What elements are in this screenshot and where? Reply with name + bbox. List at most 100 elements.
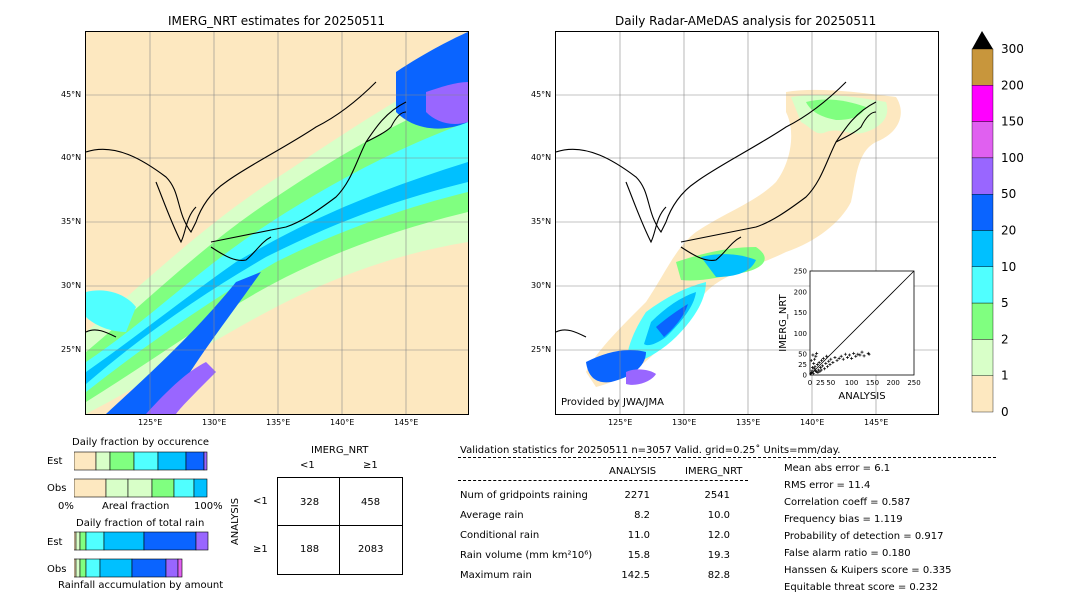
scatter-point (820, 364, 824, 368)
colorbar-extend-arrow (972, 31, 993, 49)
scatter-point (812, 361, 816, 365)
validation-row-imerg: 19.3 (707, 550, 730, 561)
scatter-point (825, 365, 829, 369)
colorbar-band (971, 339, 994, 376)
scatter-point (852, 351, 856, 355)
validation-header: Validation statistics for 20250511 n=305… (460, 445, 841, 456)
scatter-point (818, 366, 822, 370)
occurrence-est-seg (95, 451, 111, 471)
contingency-cell: 328 (300, 497, 320, 508)
scatter-point (811, 353, 815, 357)
contingency-cell: 188 (300, 544, 320, 555)
scatter-point (816, 371, 820, 375)
scatter-x-tick: 100 (845, 379, 858, 387)
right-map-precip (556, 32, 938, 414)
total-rain-obs-seg (75, 558, 81, 578)
total-rain-bars (74, 531, 209, 578)
scatter-point (810, 371, 814, 375)
total-rain-title: Daily fraction of total rain (76, 518, 205, 529)
scatter-diagonal (809, 270, 915, 376)
total-rain-obs-seg (177, 558, 183, 578)
scatter-point (841, 357, 845, 361)
occurrence-title: Daily fraction by occurence (72, 437, 210, 448)
scatter-point (831, 361, 835, 365)
validation-row-analysis: 2271 (624, 490, 650, 501)
scatter-y-tick: 150 (794, 309, 807, 317)
score-line: Frequency bias = 1.119 (784, 514, 903, 525)
scatter-point (862, 354, 866, 358)
colorbar-band (971, 157, 994, 195)
total-rain-axis-label: Rainfall accumulation by amount (58, 580, 224, 591)
scatter-point (816, 368, 820, 372)
score-line: Hanssen & Kuipers score = 0.335 (784, 565, 952, 576)
occurrence-bars (74, 451, 208, 498)
scatter-point (823, 367, 827, 371)
right-lon-label-130: 130°E (672, 418, 697, 427)
score-line: Probability of detection = 0.917 (784, 531, 944, 542)
right-lat-label-45: 45°N (531, 90, 552, 99)
total-rain-obs-seg (74, 558, 77, 578)
validation-row-imerg: 2541 (704, 490, 730, 501)
scatter-point (813, 357, 817, 361)
total-rain-obs-seg (131, 558, 167, 578)
scatter-point (810, 369, 814, 373)
total-rain-est-seg (143, 531, 197, 551)
colorbar-band (971, 85, 994, 122)
left-map-title: IMERG_NRT estimates for 20250511 (168, 14, 385, 28)
scatter-point (817, 361, 821, 365)
colorbar-tick-label: 2 (1001, 332, 1009, 346)
right-map (555, 31, 939, 415)
contingency-cell: 458 (361, 497, 381, 508)
contingency-col-label-ge1: ≥1 (363, 460, 378, 471)
total-rain-obs-seg (85, 558, 101, 578)
scatter-x-tick: 25 (816, 379, 825, 387)
scatter-point (833, 356, 837, 360)
scatter-point (854, 354, 858, 358)
left-map-precip (86, 32, 468, 414)
total-rain-obs-label: Obs (47, 564, 67, 575)
total-rain-est-seg (79, 531, 87, 551)
left-lon-label-140: 140°E (330, 418, 355, 427)
colorbar-tick-label: 10 (1001, 260, 1016, 274)
scatter-point (850, 356, 854, 360)
occurrence-axis-left: 0% (58, 501, 74, 512)
scatter-point (839, 354, 843, 358)
right-lon-label-140: 140°E (800, 418, 825, 427)
colorbar-tick-label: 5 (1001, 296, 1009, 310)
scatter-point (815, 363, 819, 367)
scatter-x-tick: 50 (826, 379, 835, 387)
right-lon-label-135: 135°E (736, 418, 761, 427)
colorbar-tick-label: 200 (1001, 78, 1024, 92)
left-lon-label-125: 125°E (138, 418, 163, 427)
occurrence-obs-seg (151, 478, 175, 498)
occurrence-est-label: Est (47, 456, 63, 467)
colorbar-band (971, 302, 994, 340)
validation-row-label: Average rain (460, 510, 524, 521)
total-rain-obs-seg (79, 558, 87, 578)
colorbar-tick-label: 50 (1001, 187, 1016, 201)
contingency-table: 328 458 188 2083 (277, 477, 403, 575)
map-credit: Provided by JWA/JMA (561, 397, 664, 408)
score-line: Mean abs error = 6.1 (784, 463, 891, 474)
left-lat-label-25: 25°N (61, 345, 82, 354)
occurrence-obs-seg (127, 478, 153, 498)
validation-subdivider (458, 480, 748, 481)
colorbar-tick-label: 0 (1001, 405, 1009, 419)
scatter-y-tick: 0 (803, 372, 807, 380)
validation-row-analysis: 8.2 (634, 510, 650, 521)
scatter-point (819, 368, 823, 372)
scatter-point (837, 356, 841, 360)
contingency-row-label-ge1: ≥1 (253, 544, 268, 555)
left-lon-label-145: 145°E (394, 418, 419, 427)
colorbar-band (971, 375, 994, 413)
occurrence-est-seg (109, 451, 135, 471)
scatter-y-tick: 25 (798, 361, 807, 369)
occurrence-est-seg (133, 451, 159, 471)
scatter-point (824, 361, 828, 365)
colorbar-band (971, 193, 994, 231)
scatter-x-tick: 200 (887, 379, 900, 387)
occurrence-est-seg (185, 451, 205, 471)
colorbar-band (971, 230, 994, 267)
total-rain-est-label: Est (47, 537, 63, 548)
